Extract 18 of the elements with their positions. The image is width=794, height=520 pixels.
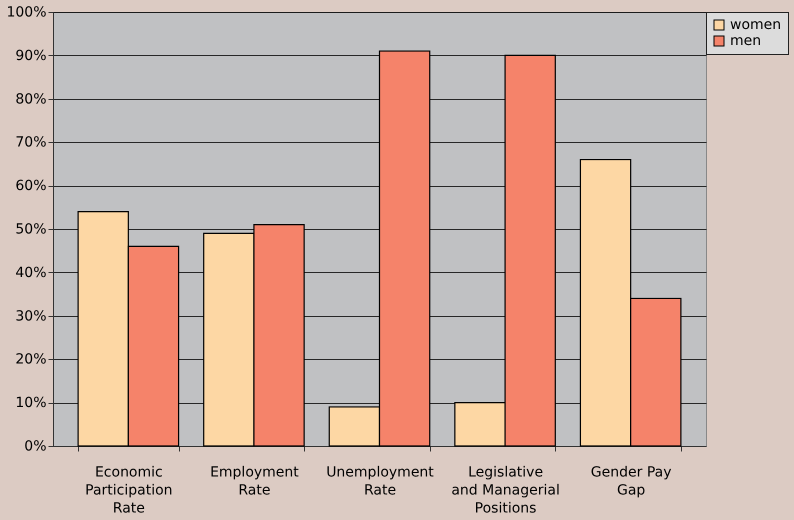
legend-label: women [730, 17, 782, 33]
x-tick-label: Legislative and Managerial Positions [451, 464, 560, 516]
y-tick-label: 50% [15, 222, 46, 238]
legend-label: men [730, 33, 762, 49]
y-tick-label: 60% [15, 178, 46, 194]
y-tick-label: 20% [15, 352, 46, 368]
x-tick-label: Economic Participation Rate [85, 464, 173, 516]
x-tick-label: Unemployment Rate [326, 464, 434, 498]
y-tick-label: 100% [6, 4, 46, 20]
x-tick-label: Employment Rate [210, 464, 300, 498]
x-tick-label: Gender Pay Gap [590, 464, 672, 498]
y-tick-label: 0% [24, 438, 46, 454]
y-tick-label: 70% [15, 134, 46, 151]
y-tick-label: 80% [15, 91, 46, 108]
y-tick-label: 90% [15, 48, 46, 64]
y-tick-label: 40% [15, 264, 46, 281]
y-tick-label: 10% [15, 395, 46, 412]
y-tick-label: 30% [15, 308, 46, 324]
